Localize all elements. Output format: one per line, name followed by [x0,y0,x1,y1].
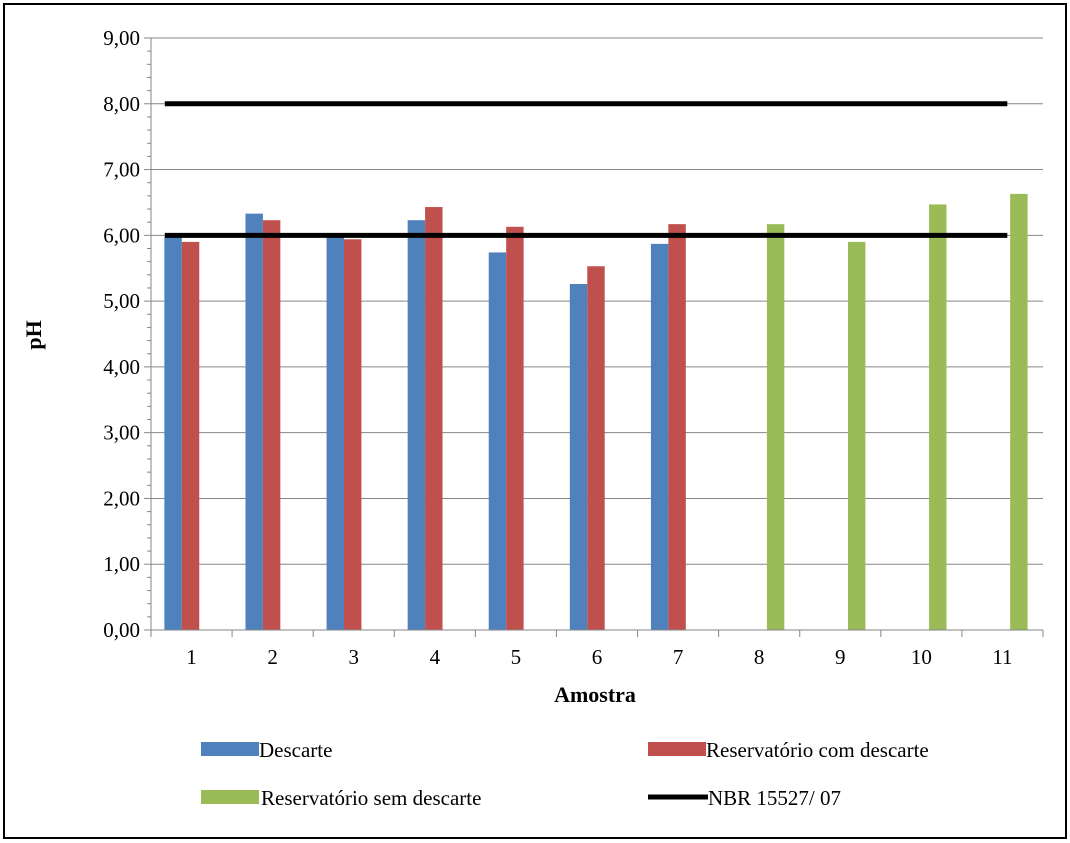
legend-swatch-descarte [201,742,259,756]
y-tick-label: 4,00 [103,355,140,379]
bar-descarte-2 [245,213,263,631]
legend-label-descarte: Descarte [259,738,332,762]
x-tick-label: 11 [992,645,1012,669]
bar-descarte-5 [488,252,507,631]
bar-descarte-1 [164,237,182,630]
bar-reservat-rio-com-descarte-3 [343,239,362,630]
x-axis-title: Amostra [554,682,636,707]
legend-item-nbr: NBR 15527/ 07 [648,786,841,810]
y-tick-label: 2,00 [103,486,140,510]
y-axis-title: pH [21,320,46,349]
y-tick-label: 3,00 [103,421,140,445]
legend-label-nbr: NBR 15527/ 07 [708,786,841,810]
legend-swatch-reservatorio-sem-descarte [201,790,259,804]
y-tick-labels: 0,00 1,00 2,00 3,00 4,00 5,00 6,00 7,00 8,00 9,00 [103,26,140,642]
y-tick-label: 1,00 [103,552,140,576]
bar-reservat-rio-sem-descarte-10 [929,204,947,630]
bars [164,193,1028,631]
reference-lines [164,101,1008,238]
y-tick-label: 7,00 [103,158,140,182]
y-tick-label: 9,00 [103,26,140,50]
y-tick-label: 0,00 [103,618,140,642]
bar-reservat-rio-com-descarte-4 [425,207,443,630]
bar-descarte-4 [407,220,426,630]
bar-descarte-6 [569,284,588,630]
x-tick-label: 3 [348,645,359,669]
bar-descarte-7 [650,243,669,630]
x-tick-label: 7 [673,645,684,669]
y-tick-label: 5,00 [103,289,140,313]
chart-frame: 0,00 1,00 2,00 3,00 4,00 5,00 6,00 7,00 8,00 9,00… [3,3,1067,839]
x-tick-label: 2 [267,645,278,669]
bar-reservat-rio-com-descarte-1 [181,241,200,630]
x-tick-label: 10 [911,645,932,669]
x-tick-label: 8 [754,645,765,669]
legend-item-reservatorio-sem-descarte: Reservatório sem descarte [201,786,481,810]
x-tick-label: 5 [511,645,522,669]
x-tick-labels: 1 2 3 4 5 6 7 8 9 10 11 [186,645,1012,669]
y-tick-label: 8,00 [103,92,140,116]
ph-bar-chart: 0,00 1,00 2,00 3,00 4,00 5,00 6,00 7,00 8,00 9,00… [21,26,1044,810]
legend-item-reservatorio-com-descarte: Reservatório com descarte [648,738,929,762]
legend: Descarte Reservatório com descarte Reser… [201,738,929,810]
bar-reservat-rio-com-descarte-5 [506,226,524,630]
legend-item-descarte: Descarte [201,738,332,762]
legend-label-reservatorio-com-descarte: Reservatório com descarte [706,738,929,762]
bar-reservat-rio-sem-descarte-11 [1010,193,1028,631]
legend-label-reservatorio-sem-descarte: Reservatório sem descarte [261,786,481,810]
axes [144,37,1044,637]
bar-reservat-rio-com-descarte-2 [262,220,281,630]
x-tick-label: 9 [835,645,846,669]
bar-reservat-rio-sem-descarte-9 [847,241,866,630]
y-tick-label: 6,00 [103,223,140,247]
bar-descarte-3 [326,235,344,631]
x-tick-label: 1 [186,645,197,669]
legend-swatch-reservatorio-com-descarte [648,742,706,756]
bar-reservat-rio-com-descarte-6 [587,266,605,630]
x-tick-label: 6 [592,645,603,669]
x-tick-label: 4 [430,645,441,669]
bar-reservat-rio-com-descarte-7 [668,224,686,630]
bar-reservat-rio-sem-descarte-8 [766,224,785,630]
